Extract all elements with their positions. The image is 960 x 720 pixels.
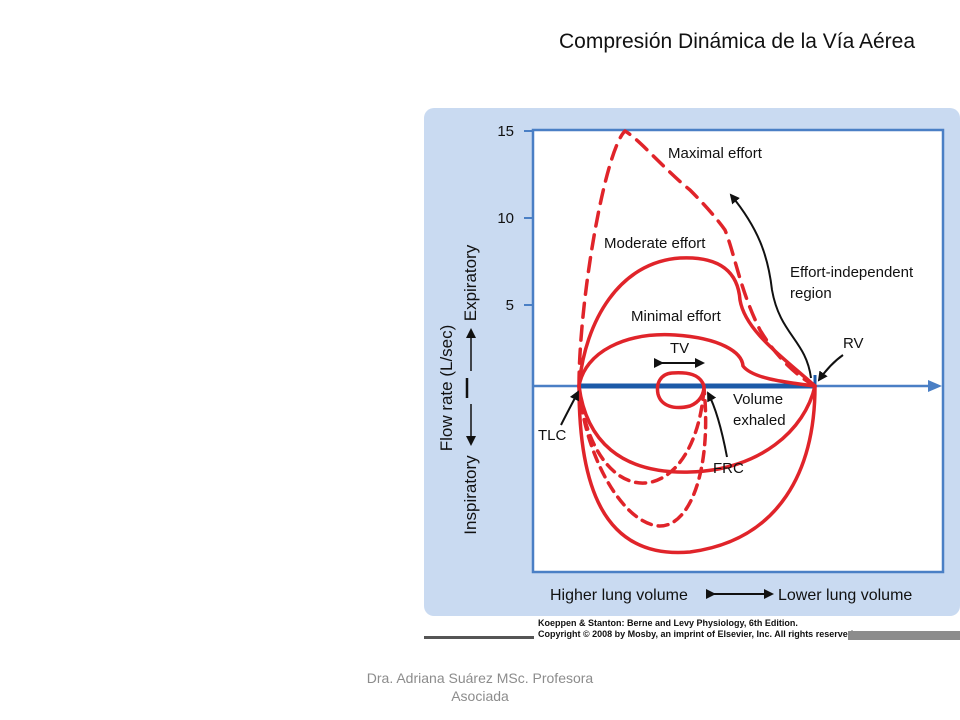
figure-bottom-bar xyxy=(848,631,960,640)
inspiratory-dashed-curve-large xyxy=(577,384,708,528)
effort-independent-label: Effort-independent xyxy=(790,264,914,281)
maximal-effort-label: Maximal effort xyxy=(668,145,763,162)
tlc-label: TLC xyxy=(538,427,567,444)
direction-arrows-vertical xyxy=(465,328,476,446)
volume-exhaled-label-line2: exhaled xyxy=(733,412,786,429)
tv-label: TV xyxy=(670,340,689,357)
tidal-volume-loop xyxy=(655,371,706,410)
rv-arrow xyxy=(817,354,844,382)
frc-arrow xyxy=(707,391,728,458)
rv-label: RV xyxy=(843,335,864,352)
volume-exhaled-label: Volume xyxy=(733,391,783,408)
inspiratory-label: Inspiratory xyxy=(461,455,480,535)
higher-lung-volume-label: Higher lung volume xyxy=(550,587,688,604)
minimal-effort-loop xyxy=(577,332,817,474)
y-tick-label: 10 xyxy=(497,210,514,227)
maximal-effort-curve xyxy=(577,129,817,388)
figure-credit-line2: Copyright © 2008 by Mosby, an imprint of… xyxy=(538,629,856,639)
slide-footer: Dra. Adriana Suárez MSc. Profesora Asoci… xyxy=(330,669,630,705)
lower-lung-volume-label: Lower lung volume xyxy=(778,587,912,604)
figure-credit-line1: Koeppen & Stanton: Berne and Levy Physio… xyxy=(538,618,798,628)
y-axis-label: Flow rate (L/sec) xyxy=(437,325,456,452)
footer-line-2: Asociada xyxy=(451,688,509,704)
moderate-effort-label: Moderate effort xyxy=(604,235,706,252)
moderate-effort-loop xyxy=(577,256,817,555)
minimal-effort-label: Minimal effort xyxy=(631,308,722,325)
expiratory-label: Expiratory xyxy=(461,244,480,321)
tlc-arrow xyxy=(560,390,579,426)
y-tick-label: 5 xyxy=(506,297,514,314)
y-tick-label: 15 xyxy=(497,123,514,140)
slide-title: Compresión Dinámica de la Vía Aérea xyxy=(558,30,915,53)
figure-bottom-rule xyxy=(424,636,534,639)
volume-axis-arrowhead xyxy=(928,380,942,392)
footer-line-1: Dra. Adriana Suárez MSc. Profesora xyxy=(366,670,594,686)
inspiratory-dashed-curve-small xyxy=(577,384,706,485)
plot-area xyxy=(531,128,945,574)
y-axis-ticks xyxy=(524,130,533,306)
frc-label: FRC xyxy=(713,460,744,477)
flow-volume-figure: 15 10 5 Flow rate (L/sec) Expiratory Ins… xyxy=(424,108,960,640)
effort-independent-label-line2: region xyxy=(790,285,832,302)
effort-independent-arrow xyxy=(729,193,812,379)
